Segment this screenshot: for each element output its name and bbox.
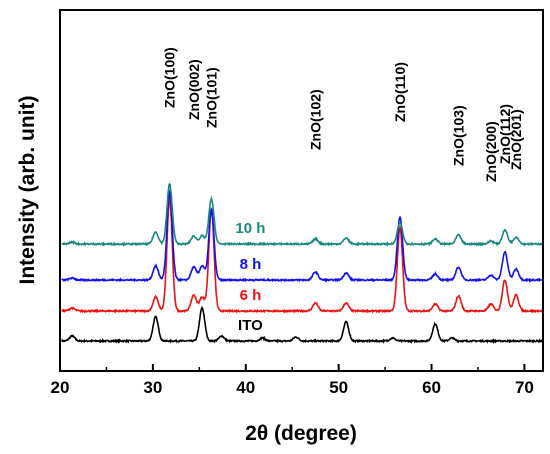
series-label-6h: 6 h [240, 287, 262, 304]
series-line-8h [61, 189, 543, 283]
peak-label-zno201: ZnO(201) [508, 109, 524, 170]
series-line-10h [61, 182, 543, 248]
plot-frame [59, 9, 544, 372]
peak-label-zno101: ZnO(101) [203, 67, 219, 128]
x-tick-label: 70 [515, 378, 534, 397]
series-label-8h: 8 h [240, 256, 262, 273]
peak-label-zno100: ZnO(100) [162, 47, 178, 108]
series-labels: ITO 6 h 8 h 10 h [235, 220, 265, 334]
x-axis-title: 2θ (degree) [245, 422, 357, 445]
peak-label-zno002: ZnO(002) [186, 59, 202, 120]
series-label-10h: 10 h [235, 220, 265, 237]
peak-label-zno102: ZnO(102) [307, 89, 323, 150]
peak-label-zno103: ZnO(103) [451, 105, 467, 166]
series-label-ito: ITO [238, 317, 263, 334]
peak-labels: ZnO(100) ZnO(002) ZnO(101) ZnO(102) ZnO(110)… [162, 47, 524, 182]
x-tick-label: 30 [143, 378, 162, 397]
x-axis-ticks: 20 30 40 50 60 70 [51, 364, 534, 397]
y-axis-title: Intensity (arb. unit) [16, 96, 39, 285]
x-tick-label: 40 [236, 378, 255, 397]
peak-label-zno200: ZnO(200) [483, 121, 499, 182]
x-tick-label: 20 [51, 378, 70, 397]
series-line-6h [61, 196, 543, 314]
series-line-ito [61, 305, 544, 345]
x-tick-label: 50 [329, 378, 348, 397]
series-traces [61, 182, 544, 345]
peak-label-zno112: ZnO(112) [497, 104, 513, 164]
peak-label-zno110: ZnO(110) [392, 62, 408, 122]
x-tick-label: 60 [422, 378, 441, 397]
